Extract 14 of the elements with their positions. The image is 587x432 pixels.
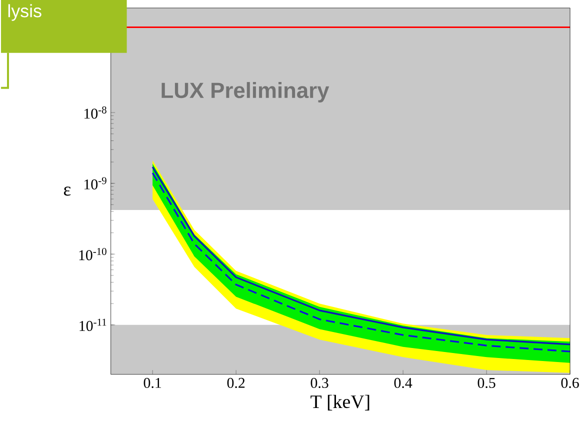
x-tick-label: 0.5 bbox=[478, 378, 496, 388]
y-tick-label: 10$^{-11}$ bbox=[80, 318, 106, 331]
y-tick-label: 10$^{-8}$ bbox=[84, 106, 106, 119]
x-tick-label: 0.3 bbox=[310, 378, 328, 388]
x-tick-label: 0.2 bbox=[227, 378, 245, 388]
y-tick-label: 10$^{-10}$ bbox=[79, 248, 106, 260]
x-tick-label: 0.4 bbox=[394, 378, 412, 388]
x-tick-label: 0.6 bbox=[561, 378, 579, 388]
annotation: LUX Preliminary bbox=[162, 82, 330, 102]
x-axis-title: T [keV] bbox=[310, 394, 370, 410]
y-axis-title: ε bbox=[64, 186, 71, 196]
x-tick-label: 0.1 bbox=[144, 378, 161, 388]
y-tick-label: 10$^{-9}$ bbox=[84, 177, 106, 190]
text: lysis bbox=[8, 4, 42, 21]
